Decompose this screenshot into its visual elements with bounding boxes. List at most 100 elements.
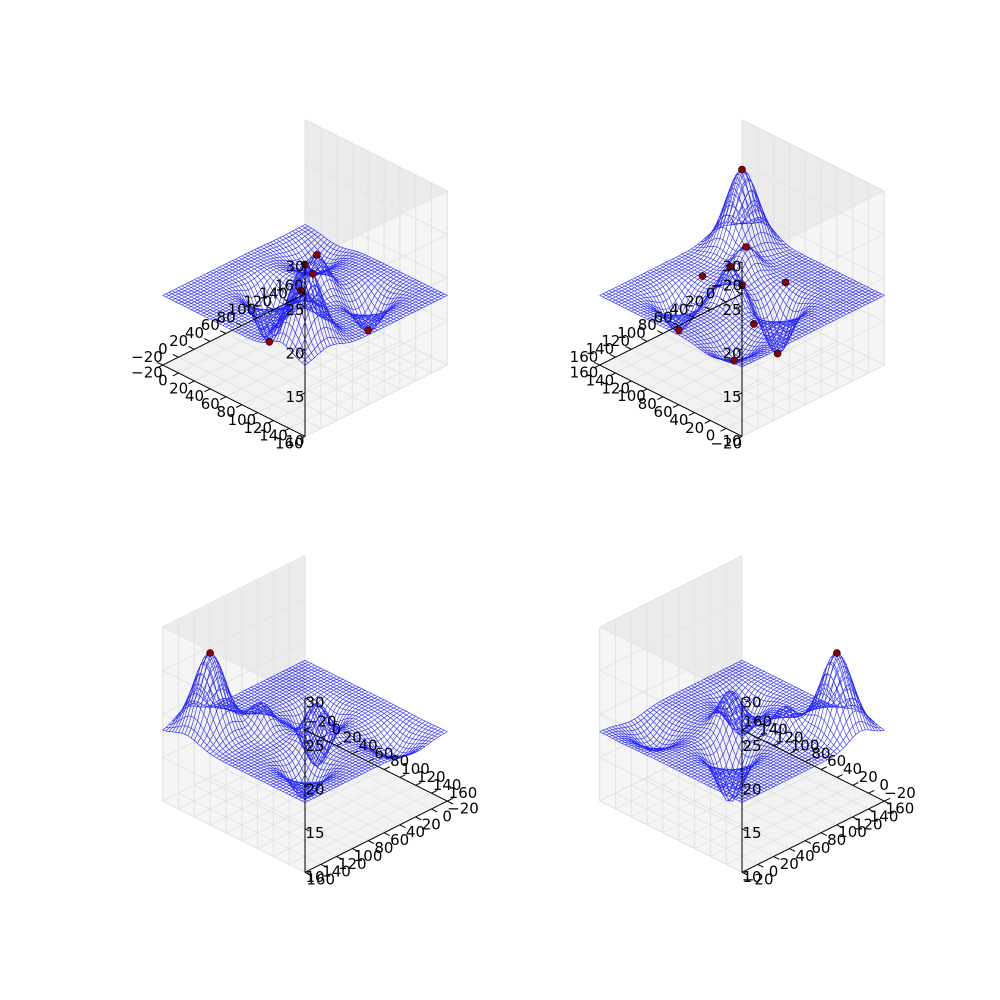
surface-line — [165, 293, 309, 364]
data-point — [206, 649, 214, 657]
grid-line — [599, 800, 743, 873]
surface-line — [738, 293, 882, 366]
grid-line — [178, 792, 322, 865]
x-tick-mark — [267, 306, 274, 311]
x-tick-mark — [415, 782, 422, 786]
data-point — [265, 337, 274, 346]
surface-line — [713, 661, 857, 735]
surface-line — [298, 663, 442, 736]
y-tick-label: 100 — [228, 411, 257, 429]
x-tick-mark — [641, 338, 648, 342]
surface-line — [684, 252, 828, 352]
y-tick-mark — [672, 404, 680, 408]
y-tick-label: 20 — [422, 815, 441, 833]
y-tick-label: −20 — [710, 435, 742, 453]
x-tick-mark — [367, 758, 375, 763]
x-tick-label: 120 — [775, 729, 804, 747]
grid-line — [257, 317, 401, 390]
z-tick-label: 20 — [722, 345, 741, 363]
surface-line — [285, 234, 429, 306]
surface-line — [634, 677, 777, 751]
surface-line — [700, 680, 844, 749]
x-axis-line — [741, 729, 885, 802]
x-tick-label: 80 — [217, 308, 236, 326]
surface-line — [235, 256, 378, 333]
y-tick-label: 120 — [854, 815, 883, 833]
grid-line — [194, 784, 337, 857]
x-tick-mark — [320, 734, 327, 739]
grid-line — [162, 685, 306, 759]
surface-line — [288, 285, 432, 350]
x-tick-label: 20 — [343, 729, 362, 747]
x-tick-mark — [609, 353, 616, 358]
x-tick-label: −20 — [884, 784, 916, 802]
grid-line — [257, 340, 401, 414]
surface-line — [165, 661, 309, 732]
y-tick-label: 0 — [769, 863, 779, 881]
z-tick-label: 20 — [285, 345, 304, 363]
surface-line — [165, 225, 309, 298]
x-tick-label: −20 — [131, 348, 163, 366]
grid-line — [725, 792, 869, 865]
surface-line — [609, 290, 752, 363]
surface-line — [605, 728, 749, 800]
surface-line — [640, 680, 784, 753]
z-tick-label: 15 — [742, 824, 761, 842]
y-tick-mark — [172, 372, 179, 377]
x-tick-label: 60 — [201, 316, 220, 334]
data-point — [742, 243, 750, 251]
grid-line — [599, 598, 743, 671]
grid-line — [304, 249, 448, 323]
surface-line — [653, 705, 796, 790]
surface-line — [168, 663, 312, 732]
surface-line — [618, 669, 762, 747]
surface-line — [700, 274, 844, 353]
surface-line — [738, 721, 882, 802]
surface-line — [172, 702, 315, 799]
grid-line — [225, 333, 369, 406]
y-tick-mark — [399, 824, 406, 829]
y-tick-label: 160 — [886, 800, 915, 818]
y-tick-mark — [836, 824, 843, 829]
surface-wireframe — [162, 224, 448, 366]
surface-line — [181, 655, 325, 734]
surface-line — [257, 247, 401, 328]
y-tick-mark — [884, 800, 891, 805]
surface-line — [697, 682, 841, 752]
y-tick-label: 20 — [685, 419, 704, 437]
surface-line — [263, 274, 407, 343]
surface-line — [725, 179, 869, 304]
grid-line — [288, 792, 432, 865]
y-tick-mark — [320, 863, 327, 868]
surface-line — [238, 697, 382, 770]
grid-line — [273, 309, 416, 382]
surface-line — [241, 699, 385, 772]
y-tick-label: 40 — [796, 847, 815, 865]
grid-line — [599, 757, 743, 830]
surface-line — [602, 221, 746, 298]
surface-line — [675, 692, 819, 765]
y-tick-label: 60 — [811, 839, 830, 857]
x-tick-mark — [251, 314, 258, 319]
y-tick-mark — [720, 427, 727, 432]
subplot-3: −200 20406080100120140160−200204060801001… — [162, 555, 479, 889]
z-tick-mark — [304, 697, 310, 701]
data-point — [833, 649, 841, 657]
surface-line — [200, 688, 344, 800]
z-tick-mark — [737, 261, 743, 265]
surface-line — [678, 691, 822, 764]
x-tick-label: 100 — [617, 324, 646, 342]
z-tick-mark — [741, 741, 747, 745]
surface-line — [694, 683, 838, 755]
grid-line — [694, 340, 838, 414]
grid-line — [678, 325, 822, 398]
z-tick-mark — [741, 871, 747, 875]
surface-line — [729, 666, 872, 731]
grid-line — [646, 776, 790, 850]
surface-line — [247, 702, 391, 775]
surface-line — [232, 694, 375, 767]
grid-line — [209, 317, 353, 390]
surface-line — [178, 663, 321, 733]
surface-line — [681, 253, 825, 355]
x-tick-mark — [836, 774, 843, 778]
